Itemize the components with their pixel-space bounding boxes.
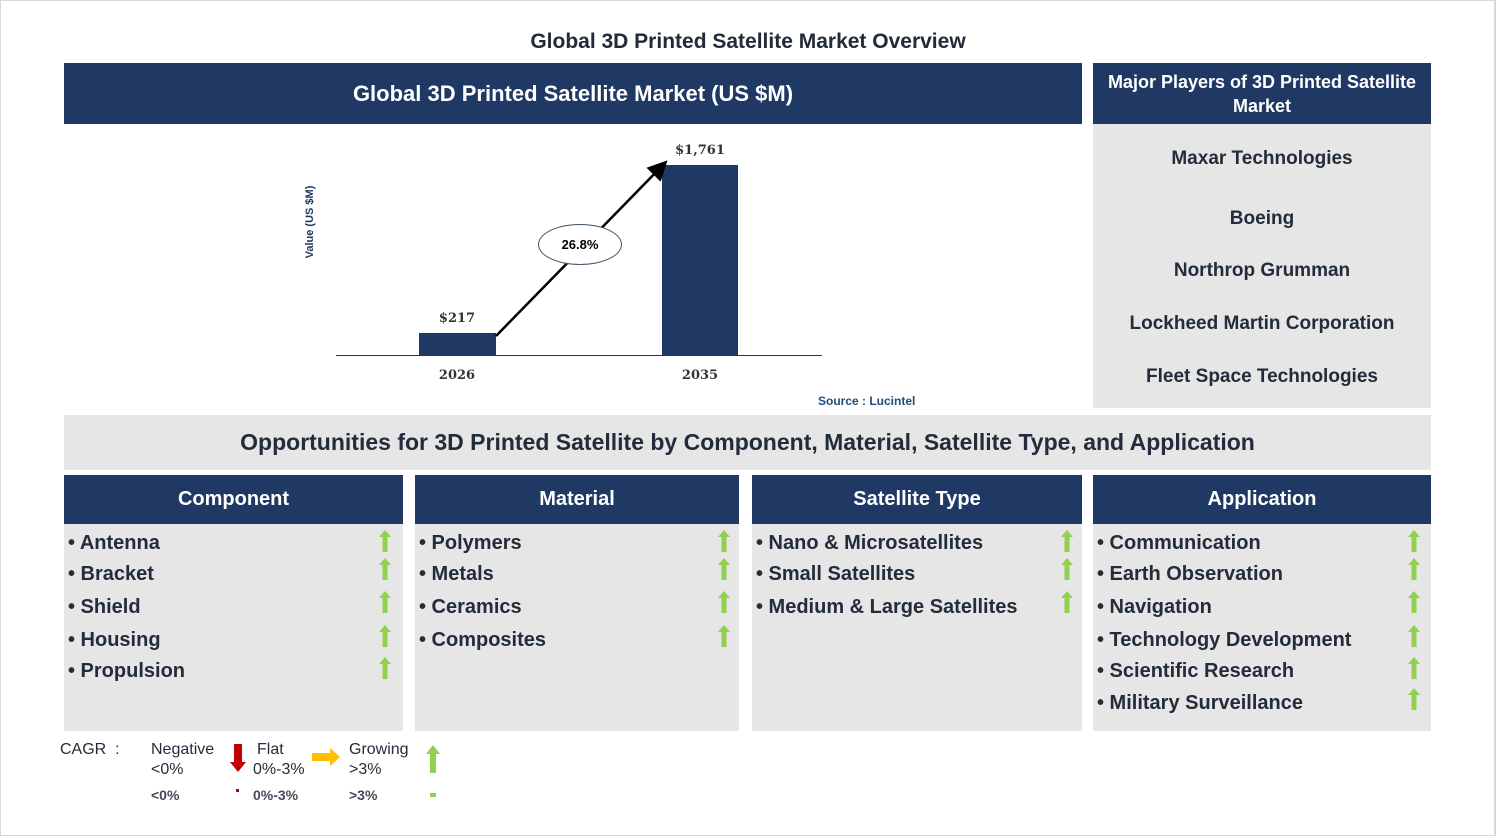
up-arrow-icon [379, 558, 391, 580]
list-item: • Polymers [419, 532, 522, 554]
up-arrow-icon [718, 558, 730, 580]
up-arrow-icon [379, 591, 391, 613]
list-item: • Technology Development [1097, 629, 1352, 651]
up-arrow-icon [379, 625, 391, 647]
player-item: Maxar Technologies [1171, 148, 1353, 169]
column-application: • Communication • Earth Observation • Na… [1093, 524, 1431, 731]
legend-growing-name: Growing [349, 741, 409, 758]
list-item: • Metals [419, 563, 494, 585]
player-item: Boeing [1229, 208, 1295, 229]
up-arrow-icon [1408, 625, 1420, 647]
page-title: Global 3D Printed Satellite Market Overv… [530, 30, 966, 53]
list-item: • Small Satellites [756, 563, 916, 585]
opportunities-header: Opportunities for 3D Printed Satellite b… [64, 415, 1431, 470]
up-arrow-icon [1061, 558, 1073, 580]
column-component: • Antenna • Bracket • Shield • Housing •… [64, 524, 403, 731]
list-item: • Earth Observation [1097, 563, 1283, 585]
column-header-component: Component [64, 475, 403, 524]
legend-negative-name: Negative [151, 741, 215, 758]
bar-2026 [419, 333, 496, 355]
list-item: • Housing [68, 629, 161, 651]
list-item: • Navigation [1097, 596, 1212, 618]
legend-growing-range-duplicate: >3% [349, 787, 378, 803]
up-arrow-icon [379, 530, 391, 552]
down-arrow-icon [230, 744, 246, 772]
up-arrow-icon [718, 625, 730, 647]
x-axis-line [336, 355, 822, 356]
column-satellite-type: • Nano & Microsatellites • Small Satelli… [752, 524, 1082, 731]
bar-2035 [662, 165, 738, 355]
list-item: • Nano & Microsatellites [756, 532, 984, 554]
up-arrow-icon [1408, 688, 1420, 710]
players-list: Maxar Technologies Boeing Northrop Grumm… [1093, 124, 1431, 408]
legend-flat-range: 0%-3% [253, 761, 305, 778]
list-item: • Ceramics [419, 596, 522, 618]
up-arrow-fragment-icon [430, 793, 436, 797]
player-item: Lockheed Martin Corporation [1129, 313, 1395, 334]
player-item: Northrop Grumman [1173, 260, 1351, 281]
list-item: • Scientific Research [1097, 660, 1295, 682]
x-tick-2035: 2035 [681, 368, 719, 383]
list-item: • Composites [419, 629, 547, 651]
list-item: • Shield [68, 596, 141, 618]
list-item: • Communication [1097, 532, 1261, 554]
list-item: • Medium & Large Satellites [756, 596, 1018, 618]
player-item: Fleet Space Technologies [1146, 366, 1378, 387]
list-item: • Antenna [68, 532, 160, 554]
legend-negative: Negative <0% [151, 740, 214, 780]
up-arrow-icon [1061, 530, 1073, 552]
up-arrow-icon [1408, 591, 1420, 613]
bar-value-2026: $217 [438, 311, 476, 326]
up-arrow-icon [379, 657, 391, 679]
up-arrow-icon [1408, 530, 1420, 552]
list-item: • Bracket [68, 563, 154, 585]
bar-value-2035: $1,761 [675, 143, 725, 158]
legend-negative-range: <0% [151, 761, 184, 778]
column-header-satellite-type: Satellite Type [752, 475, 1082, 524]
legend-growing-range: >3% [349, 761, 382, 778]
legend-flat-range-duplicate: 0%-3% [253, 787, 299, 803]
chart-header: Global 3D Printed Satellite Market (US $… [64, 63, 1082, 124]
right-arrow-icon [312, 748, 340, 766]
up-arrow-icon [718, 530, 730, 552]
players-header: Major Players of 3D Printed Satellite Ma… [1093, 63, 1431, 124]
x-tick-2026: 2026 [438, 368, 476, 383]
up-arrow-icon [1408, 657, 1420, 679]
legend-negative-range-duplicate: <0% [151, 787, 180, 803]
list-item: • Propulsion [68, 660, 186, 682]
cagr-badge: 26.8% [538, 224, 622, 265]
legend-growing: Growing >3% [349, 740, 409, 780]
up-arrow-icon [426, 745, 440, 773]
legend-flat-name: Flat [257, 741, 284, 758]
down-arrow-fragment-icon [236, 789, 239, 792]
source-label: Source : Lucintel [818, 394, 916, 408]
column-header-material: Material [415, 475, 739, 524]
up-arrow-icon [718, 591, 730, 613]
legend-flat: Flat 0%-3% [253, 740, 305, 780]
legend-label: CAGR : [60, 741, 120, 758]
list-item: • Military Surveillance [1097, 692, 1303, 714]
up-arrow-icon [1408, 558, 1420, 580]
column-header-application: Application [1093, 475, 1431, 524]
column-material: • Polymers • Metals • Ceramics • Composi… [415, 524, 739, 731]
up-arrow-icon [1061, 591, 1073, 613]
y-axis-label: Value (US $M) [304, 185, 316, 259]
